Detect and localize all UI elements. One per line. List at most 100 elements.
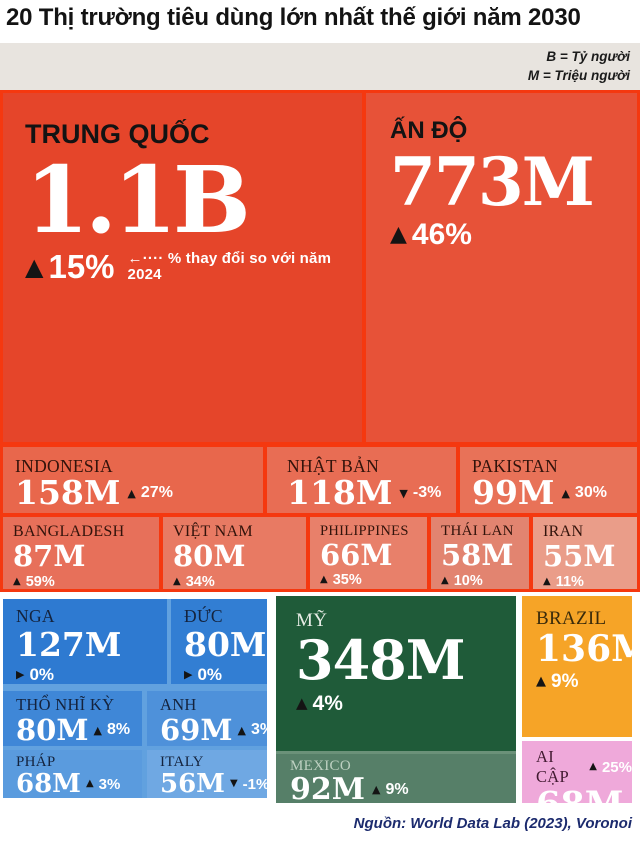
value-label: 68M bbox=[16, 768, 81, 798]
down-triangle-icon: ▼ bbox=[229, 778, 238, 790]
country-label: ITALY bbox=[160, 754, 204, 770]
country-label: INDONESIA bbox=[15, 456, 113, 476]
value-label: 56M bbox=[160, 768, 225, 798]
change-label: 59% bbox=[25, 573, 55, 589]
country-label: ĐỨC bbox=[184, 606, 223, 626]
tile-thailand: THÁI LAN 58M ▲ 10% bbox=[431, 517, 529, 589]
value-label: 55M bbox=[543, 539, 616, 574]
right-triangle-icon: ▶ bbox=[16, 668, 25, 682]
change-label: 9% bbox=[551, 670, 579, 692]
tile-usa: MỸ 348M ▲ 4% bbox=[276, 596, 516, 751]
country-label: PHILIPPINES bbox=[320, 523, 409, 539]
tile-russia: NGA 127M ▶ 0% bbox=[3, 599, 167, 684]
change-label: 15% bbox=[48, 248, 115, 285]
country-label: MỸ bbox=[296, 610, 328, 631]
up-triangle-icon: ▲ bbox=[25, 253, 44, 281]
country-label: PHÁP bbox=[16, 754, 56, 770]
up-triangle-icon: ▲ bbox=[173, 575, 181, 587]
country-label: IRAN bbox=[543, 523, 584, 540]
value-label: 127M bbox=[16, 625, 122, 664]
tile-china: TRUNG QUỐC 1.1B ▲ 15% ←···· % thay đổi s… bbox=[3, 93, 362, 442]
tile-pakistan: PAKISTAN 99M ▲ 30% bbox=[460, 447, 637, 513]
up-triangle-icon: ▲ bbox=[127, 486, 136, 500]
change-label: 3% bbox=[98, 775, 121, 793]
annotation: ←···· % thay đổi so với năm 2024 bbox=[127, 249, 362, 284]
tile-mexico: MEXICO 92M ▲ 9% bbox=[276, 754, 516, 803]
change-label: 25% bbox=[601, 758, 632, 776]
change-label: 35% bbox=[332, 572, 362, 589]
up-triangle-icon: ▲ bbox=[237, 723, 246, 737]
change-label: 11% bbox=[555, 573, 584, 589]
tile-germany: ĐỨC 80M ▶ 0% bbox=[171, 599, 267, 684]
change-label: -3% bbox=[412, 484, 442, 502]
up-triangle-icon: ▲ bbox=[93, 723, 102, 737]
section-north-america: MỸ 348M ▲ 4% MEXICO 92M ▲ 9% bbox=[276, 596, 516, 803]
tile-japan: NHẬT BẢN 118M ▼ -3% bbox=[267, 447, 456, 513]
tile-france: PHÁP 68M ▲ 3% bbox=[3, 750, 142, 798]
change-label: 3% bbox=[250, 721, 267, 739]
change-label: 27% bbox=[140, 484, 173, 502]
unit-legend-billions: B = Tỷ người bbox=[546, 49, 630, 64]
value-label: 66M bbox=[320, 537, 393, 572]
country-label: THỔ NHĨ KỲ bbox=[16, 695, 115, 714]
up-triangle-icon: ▲ bbox=[371, 783, 381, 796]
country-label: ẤN ĐỘ bbox=[390, 117, 468, 144]
unit-legend: B = Tỷ người M = Triệu người bbox=[528, 48, 630, 86]
section-europe: NGA 127M ▶ 0% ĐỨC 80M ▶ 0% THỔ NHĨ KỲ 80M … bbox=[3, 599, 267, 798]
value-label: 69M bbox=[160, 712, 233, 746]
tile-bangladesh: BANGLADESH 87M ▲ 59% bbox=[3, 517, 159, 589]
value-label: 87M bbox=[13, 539, 86, 574]
value-label: 773M bbox=[390, 143, 595, 221]
annotation-text: % thay đổi so với năm 2024 bbox=[127, 249, 332, 283]
up-triangle-icon: ▲ bbox=[296, 694, 308, 713]
page-title: 20 Thị trường tiêu dùng lớn nhất thế giớ… bbox=[6, 4, 581, 31]
country-label: NHẬT BẢN bbox=[287, 456, 380, 476]
right-triangle-icon: ▶ bbox=[184, 668, 193, 682]
tile-italy: ITALY 56M ▼ -1% bbox=[147, 750, 267, 798]
change-label: 34% bbox=[185, 573, 215, 589]
legend-band: B = Tỷ người M = Triệu người bbox=[0, 43, 640, 90]
section-asia: TRUNG QUỐC 1.1B ▲ 15% ←···· % thay đổi s… bbox=[0, 90, 640, 592]
up-triangle-icon: ▲ bbox=[536, 674, 546, 690]
tile-iran: IRAN 55M ▲ 11% bbox=[533, 517, 637, 589]
value-label: 158M bbox=[15, 473, 121, 513]
country-label: AI CẬP bbox=[536, 747, 569, 786]
change-label: 10% bbox=[453, 572, 483, 589]
up-triangle-icon: ▲ bbox=[85, 778, 94, 790]
country-label: BANGLADESH bbox=[13, 523, 125, 540]
country-label: ANH bbox=[160, 695, 197, 714]
country-label: PAKISTAN bbox=[472, 456, 558, 476]
country-label: MEXICO bbox=[290, 758, 351, 774]
down-triangle-icon: ▼ bbox=[399, 486, 408, 500]
up-triangle-icon: ▲ bbox=[390, 222, 407, 248]
up-triangle-icon: ▲ bbox=[589, 761, 597, 772]
country-label: NGA bbox=[16, 606, 55, 626]
value-label: 58M bbox=[441, 538, 514, 573]
change-label: 0% bbox=[197, 664, 223, 684]
value-label: 80M bbox=[173, 539, 246, 574]
tile-vietnam: VIỆT NAM 80M ▲ 34% bbox=[163, 517, 306, 589]
change-label: 8% bbox=[106, 721, 131, 739]
unit-legend-millions: M = Triệu người bbox=[527, 67, 630, 83]
tile-turkey: THỔ NHĨ KỲ 80M ▲ 8% bbox=[3, 691, 142, 746]
up-triangle-icon: ▲ bbox=[561, 486, 570, 500]
value-label: 1.1B bbox=[25, 146, 251, 254]
value-label: 80M bbox=[184, 625, 267, 664]
tile-india: ẤN ĐỘ 773M ▲ 46% bbox=[366, 93, 637, 442]
change-label: 30% bbox=[574, 484, 607, 502]
up-triangle-icon: ▲ bbox=[543, 575, 551, 587]
value-label: 348M bbox=[296, 628, 466, 692]
up-triangle-icon: ▲ bbox=[320, 574, 328, 586]
up-triangle-icon: ▲ bbox=[441, 574, 449, 586]
value-label: 92M bbox=[290, 771, 365, 803]
tile-uk: ANH 69M ▲ 3% bbox=[147, 691, 267, 746]
change-label: 46% bbox=[411, 218, 472, 252]
country-label: TRUNG QUỐC bbox=[25, 119, 210, 149]
tile-egypt: AI CẬP ▲ 25% 68M bbox=[522, 741, 632, 803]
value-label: 136M bbox=[536, 628, 632, 670]
tile-philippines: PHILIPPINES 66M ▲ 35% bbox=[310, 517, 427, 589]
tile-brazil: BRAZIL 136M ▲ 9% bbox=[522, 596, 632, 737]
tile-indonesia: INDONESIA 158M ▲ 27% bbox=[3, 447, 263, 513]
change-label: 4% bbox=[312, 691, 343, 715]
